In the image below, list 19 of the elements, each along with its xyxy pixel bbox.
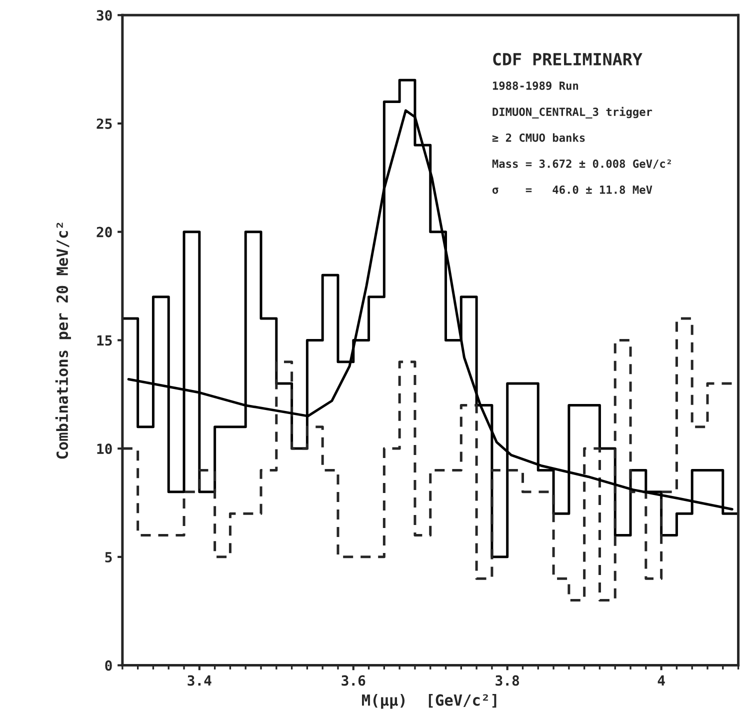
x-tick-label: 3.8 — [496, 675, 520, 686]
annotation: σ = 46.0 ± 11.8 MeV — [492, 185, 652, 194]
x-tick-label: 3.6 — [342, 675, 366, 686]
y-axis-title: Combinations per 20 MeV/c² — [55, 222, 71, 459]
annotation: ≥ 2 CMUO banks — [492, 133, 585, 142]
x-tick-label: 3.4 — [188, 675, 212, 686]
y-tick-label: 10 — [97, 444, 112, 454]
x-axis-title: M(μμ) [GeV/c²] — [362, 694, 496, 709]
y-tick-label: 30 — [96, 10, 112, 21]
x-tick-label: 4 — [658, 675, 665, 686]
annotation: 1988-1989 Run — [492, 81, 578, 90]
y-tick-label: 25 — [96, 118, 112, 129]
y-tick-label: 20 — [96, 226, 112, 238]
annotation: DIMUON_CENTRAL_3 trigger — [492, 106, 652, 118]
y-tick-label: 5 — [105, 552, 112, 562]
y-tick-label: 15 — [97, 335, 112, 346]
annotation: CDF PRELIMINARY — [493, 52, 642, 66]
annotation: Mass = 3.672 ± 0.008 GeV/c² — [492, 159, 671, 169]
y-tick-label: 0 — [105, 660, 112, 671]
